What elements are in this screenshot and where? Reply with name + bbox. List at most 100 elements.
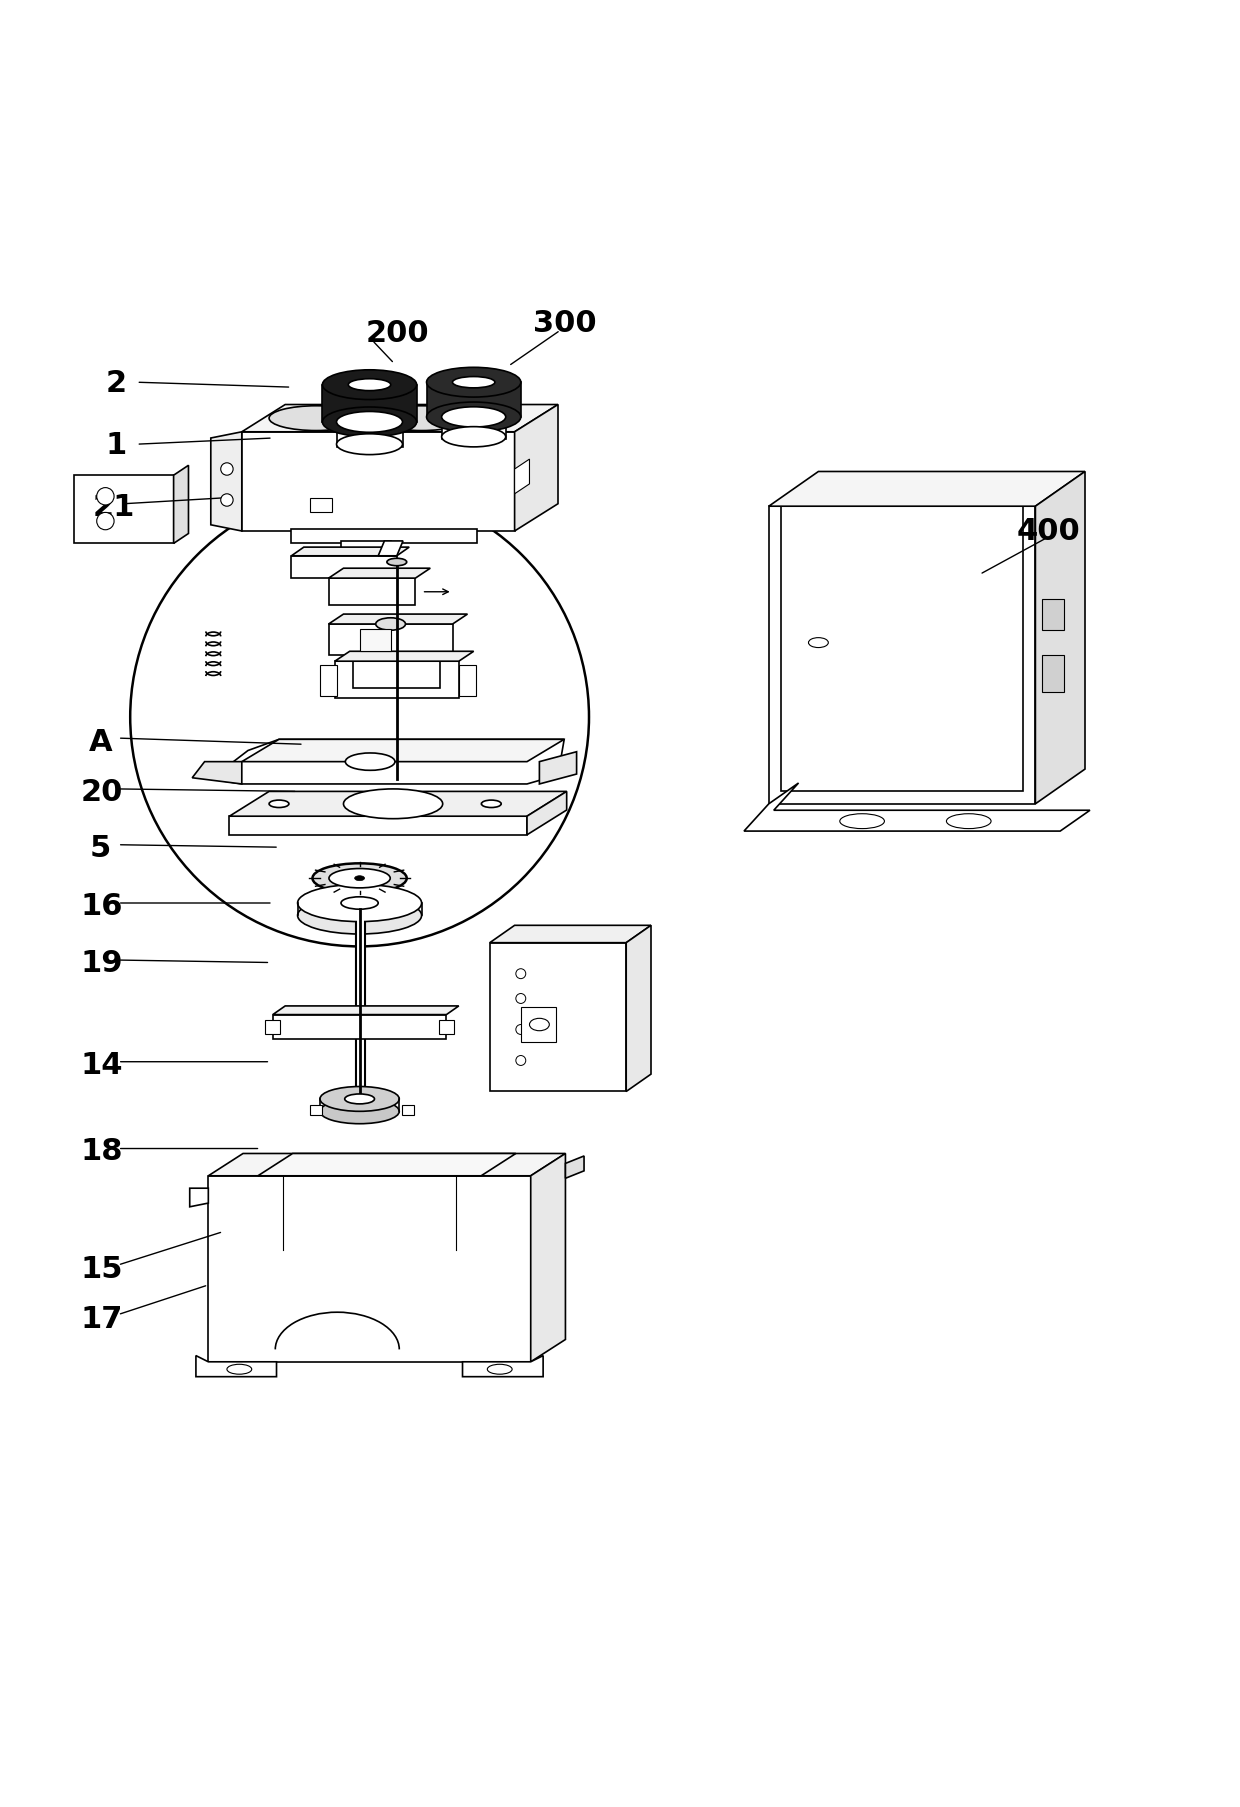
Polygon shape xyxy=(531,1155,565,1362)
Polygon shape xyxy=(1035,472,1085,804)
Bar xyxy=(427,383,521,417)
Text: 16: 16 xyxy=(81,891,123,920)
Polygon shape xyxy=(211,739,564,784)
Polygon shape xyxy=(490,925,651,943)
Polygon shape xyxy=(539,752,577,784)
Polygon shape xyxy=(242,739,564,763)
Bar xyxy=(360,629,391,652)
Circle shape xyxy=(516,1025,526,1035)
Polygon shape xyxy=(242,405,558,432)
Polygon shape xyxy=(190,1189,208,1207)
Text: 21: 21 xyxy=(93,493,135,522)
Polygon shape xyxy=(273,1006,459,1016)
Ellipse shape xyxy=(269,801,289,808)
Ellipse shape xyxy=(387,558,407,566)
Ellipse shape xyxy=(427,403,521,432)
Ellipse shape xyxy=(345,1095,374,1104)
Ellipse shape xyxy=(312,864,407,894)
Bar xyxy=(322,385,417,423)
Bar xyxy=(229,817,527,835)
Ellipse shape xyxy=(345,754,394,772)
Circle shape xyxy=(221,495,233,508)
Ellipse shape xyxy=(481,801,501,808)
Bar xyxy=(1042,600,1064,631)
Ellipse shape xyxy=(376,618,405,631)
Polygon shape xyxy=(769,508,1035,804)
Polygon shape xyxy=(329,614,467,625)
Ellipse shape xyxy=(529,1019,549,1032)
Polygon shape xyxy=(229,791,567,817)
Ellipse shape xyxy=(336,412,403,434)
Bar xyxy=(441,416,506,439)
Circle shape xyxy=(130,488,589,947)
Bar xyxy=(329,625,453,656)
Bar xyxy=(273,1016,446,1039)
Polygon shape xyxy=(744,784,1090,831)
Circle shape xyxy=(97,513,114,531)
Ellipse shape xyxy=(343,790,443,819)
Text: 20: 20 xyxy=(81,777,123,806)
Ellipse shape xyxy=(946,815,991,829)
Ellipse shape xyxy=(427,369,521,398)
Ellipse shape xyxy=(320,1099,399,1124)
Ellipse shape xyxy=(374,407,469,432)
Ellipse shape xyxy=(336,434,403,455)
Circle shape xyxy=(97,488,114,506)
Polygon shape xyxy=(769,472,1085,508)
Bar xyxy=(490,943,626,1091)
Ellipse shape xyxy=(269,407,363,432)
Bar xyxy=(291,529,477,544)
Polygon shape xyxy=(515,405,558,531)
Bar xyxy=(291,557,397,578)
Ellipse shape xyxy=(227,1364,252,1375)
Polygon shape xyxy=(291,548,409,557)
Text: 2: 2 xyxy=(105,369,126,398)
Ellipse shape xyxy=(487,1364,512,1375)
Text: 300: 300 xyxy=(533,309,596,338)
Text: 400: 400 xyxy=(1017,517,1080,546)
Ellipse shape xyxy=(808,638,828,649)
Text: 14: 14 xyxy=(81,1050,123,1079)
Text: A: A xyxy=(89,728,113,757)
Polygon shape xyxy=(329,569,430,578)
Bar xyxy=(1042,656,1064,692)
Polygon shape xyxy=(196,1355,277,1377)
Polygon shape xyxy=(174,466,188,544)
Polygon shape xyxy=(242,432,515,531)
Circle shape xyxy=(516,1055,526,1066)
Ellipse shape xyxy=(839,815,884,829)
Bar xyxy=(402,1106,414,1115)
Bar xyxy=(459,665,476,696)
Text: 200: 200 xyxy=(366,318,429,349)
Ellipse shape xyxy=(322,408,417,437)
Text: 18: 18 xyxy=(81,1137,123,1166)
Ellipse shape xyxy=(348,379,391,392)
Bar xyxy=(310,499,332,513)
Bar xyxy=(310,1106,322,1115)
Text: 19: 19 xyxy=(81,949,123,978)
Ellipse shape xyxy=(298,898,422,934)
Ellipse shape xyxy=(341,898,378,909)
Ellipse shape xyxy=(329,869,391,889)
Circle shape xyxy=(516,994,526,1005)
Bar xyxy=(265,1019,280,1035)
Ellipse shape xyxy=(355,876,365,882)
Polygon shape xyxy=(378,542,403,557)
Ellipse shape xyxy=(320,1088,399,1111)
Polygon shape xyxy=(463,1355,543,1377)
Polygon shape xyxy=(626,925,651,1091)
Polygon shape xyxy=(527,791,567,835)
Bar xyxy=(439,1019,454,1035)
Bar xyxy=(521,1008,556,1043)
Polygon shape xyxy=(192,763,242,784)
Polygon shape xyxy=(335,661,459,699)
Ellipse shape xyxy=(441,408,506,428)
Text: 1: 1 xyxy=(105,430,126,459)
Polygon shape xyxy=(335,652,474,661)
Polygon shape xyxy=(565,1156,584,1178)
Polygon shape xyxy=(74,475,174,544)
Bar xyxy=(329,578,415,605)
Polygon shape xyxy=(208,1176,531,1362)
Polygon shape xyxy=(208,1155,565,1176)
Ellipse shape xyxy=(298,885,422,922)
